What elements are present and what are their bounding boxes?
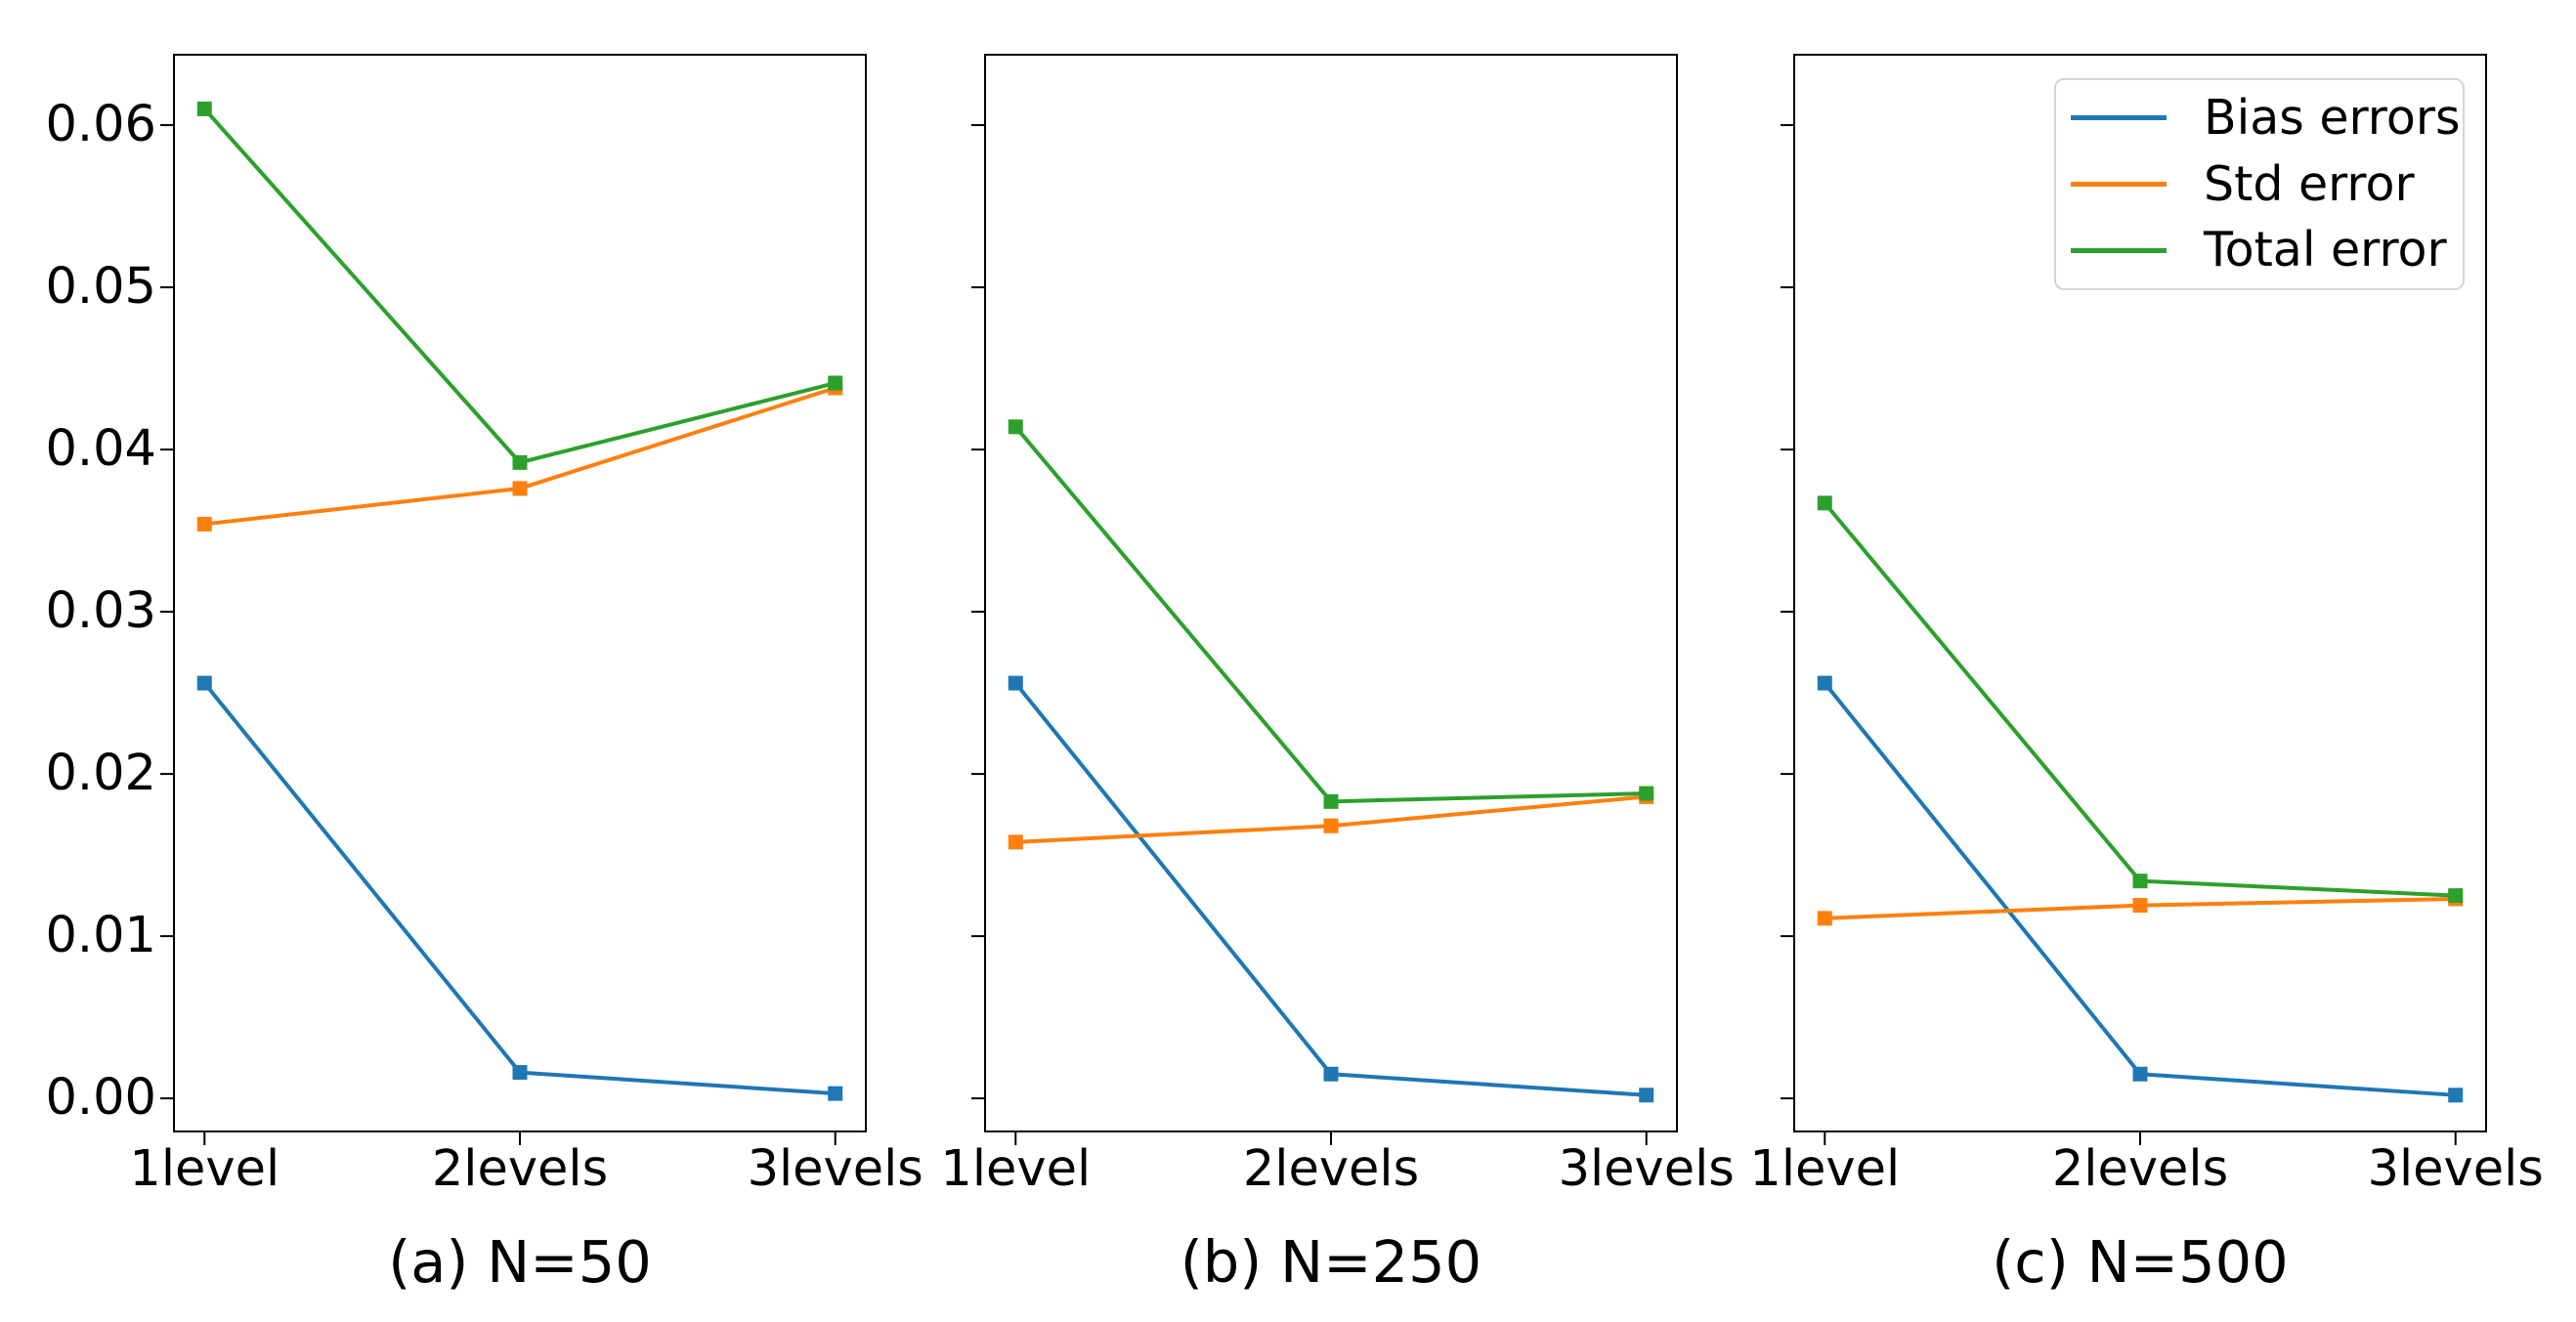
y-tick-label: 0.00 bbox=[45, 1069, 156, 1128]
series-marker bbox=[828, 1086, 843, 1101]
legend-line-sample-total bbox=[2071, 247, 2167, 253]
series-marker bbox=[1008, 675, 1023, 691]
y-tick-label: 0.02 bbox=[45, 745, 156, 803]
series-marker bbox=[512, 1065, 528, 1081]
x-tick-label: 2levels bbox=[431, 1140, 609, 1198]
series-marker bbox=[1008, 834, 1023, 850]
x-tick-label: 3levels bbox=[2367, 1140, 2544, 1198]
x-tick-label: 3levels bbox=[1558, 1140, 1735, 1198]
series-marker bbox=[828, 375, 843, 391]
panel-a-plot bbox=[160, 54, 867, 1145]
y-tick-label: 0.04 bbox=[45, 420, 156, 479]
x-tick-label: 1level bbox=[1749, 1140, 1901, 1198]
legend-line-sample-std bbox=[2071, 182, 2167, 187]
legend-item-label: Total error bbox=[2204, 222, 2447, 278]
legend-item-label: Bias errors bbox=[2204, 89, 2461, 146]
series-marker bbox=[196, 675, 212, 691]
series-line bbox=[1823, 501, 2456, 898]
series-marker bbox=[2132, 898, 2148, 914]
legend-line-sample-bias bbox=[2071, 115, 2167, 121]
y-tick-label: 0.03 bbox=[45, 582, 156, 641]
y-tick-label: 0.06 bbox=[45, 96, 156, 154]
series-line bbox=[202, 681, 836, 1096]
x-tick-label: 3levels bbox=[747, 1140, 923, 1198]
axes-border bbox=[984, 54, 1678, 1132]
panel-a-caption: (a) N=50 bbox=[388, 1228, 652, 1296]
y-tick-label: 0.01 bbox=[45, 907, 156, 965]
x-tick-label: 1level bbox=[940, 1140, 1092, 1198]
series-marker bbox=[1639, 786, 1654, 801]
panel-c-plot bbox=[1781, 54, 2487, 1145]
series-marker bbox=[2448, 888, 2464, 904]
series-marker bbox=[1817, 911, 1832, 926]
legend-item: Std error bbox=[2056, 152, 2463, 217]
x-tick-label: 2levels bbox=[2051, 1140, 2229, 1198]
x-tick-label: 2levels bbox=[1242, 1140, 1420, 1198]
axes-border bbox=[173, 54, 867, 1132]
series-marker bbox=[196, 516, 212, 532]
panel-b-caption: (b) N=250 bbox=[1180, 1228, 1482, 1296]
panel-b-plot bbox=[971, 54, 1678, 1145]
series-marker bbox=[2448, 1087, 2464, 1103]
series-marker bbox=[196, 101, 212, 116]
series-marker bbox=[512, 481, 528, 496]
series-marker bbox=[512, 454, 528, 470]
series-marker bbox=[1323, 793, 1339, 809]
series-marker bbox=[2132, 874, 2148, 889]
axes-border bbox=[1793, 54, 2487, 1132]
series-marker bbox=[1639, 1087, 1654, 1103]
series-marker bbox=[1817, 495, 1832, 511]
legend: Bias errors Std error Total error bbox=[2054, 78, 2465, 290]
series-marker bbox=[2132, 1066, 2148, 1082]
series-marker bbox=[1817, 675, 1832, 691]
series-marker bbox=[1323, 818, 1339, 833]
series-line bbox=[202, 107, 837, 465]
legend-item: Bias errors bbox=[2056, 86, 2463, 150]
legend-item-label: Std error bbox=[2204, 155, 2415, 212]
legend-item: Total error bbox=[2056, 218, 2463, 282]
series-line bbox=[1013, 681, 1647, 1097]
series-line bbox=[1823, 681, 2456, 1097]
x-tick-label: 1level bbox=[129, 1140, 280, 1198]
series-marker bbox=[1323, 1066, 1339, 1082]
series-marker bbox=[1008, 419, 1023, 435]
series-line bbox=[1013, 425, 1647, 804]
panel-c-caption: (c) N=500 bbox=[1992, 1228, 2289, 1296]
y-tick-label: 0.05 bbox=[45, 258, 156, 317]
